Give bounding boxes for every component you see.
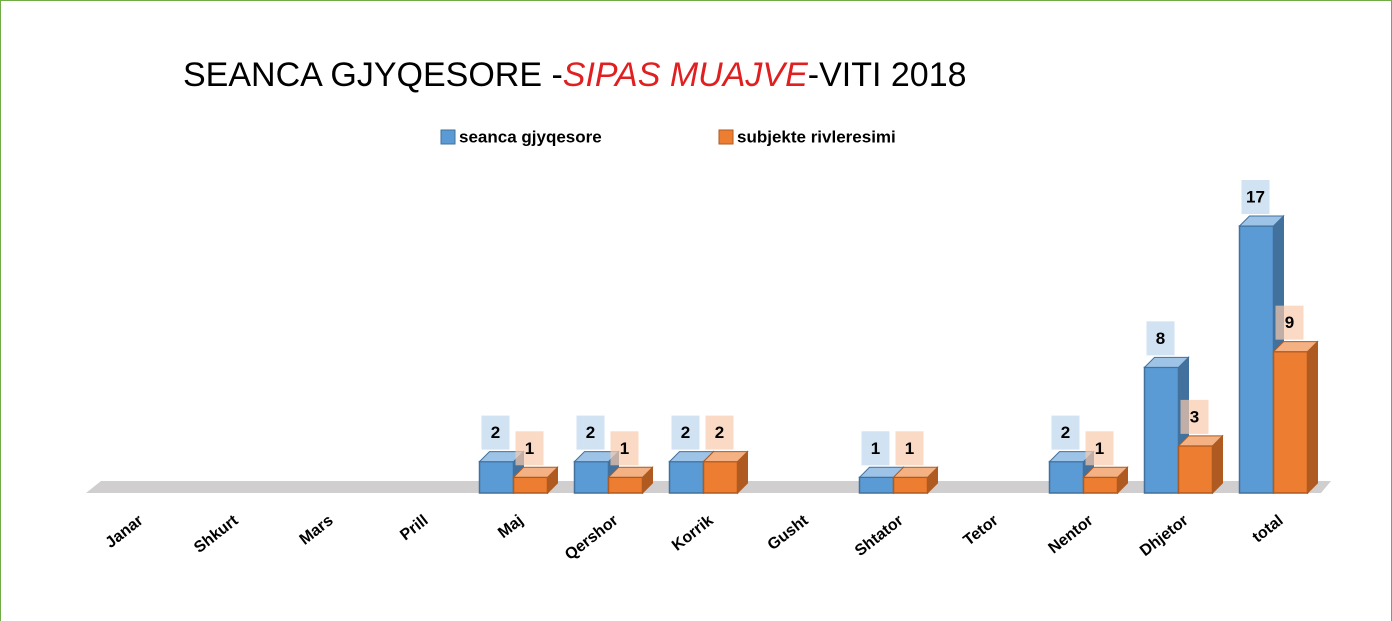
bar-top <box>1143 356 1190 368</box>
value-label: 1 <box>1095 439 1104 458</box>
value-label: 1 <box>525 439 534 458</box>
x-tick-label: total <box>1249 512 1286 546</box>
value-label-box <box>671 415 700 450</box>
value-label: 9 <box>1285 313 1294 332</box>
bar-front <box>1082 476 1119 494</box>
chart-title: SEANCA GJYQESORE -SIPAS MUAJVE-VITI 2018 <box>183 56 967 94</box>
value-label: 17 <box>1246 187 1265 206</box>
value-label-box <box>1180 399 1209 434</box>
value-label-box <box>861 431 890 466</box>
bar-top <box>512 466 559 478</box>
x-tick-label: Korrik <box>669 512 717 554</box>
bar-top <box>892 466 939 478</box>
value-label-box <box>1051 415 1080 450</box>
bar-front <box>1177 445 1214 494</box>
value-label-box <box>1241 180 1270 214</box>
x-tick-label: Janar <box>102 512 146 552</box>
value-label: 2 <box>681 423 690 442</box>
value-label-box <box>1085 431 1114 466</box>
x-tick-label: Dhjetor <box>1137 512 1192 560</box>
legend-label: seanca gjyqesore <box>459 127 602 146</box>
value-label: 3 <box>1190 407 1199 426</box>
value-label-box <box>705 415 734 450</box>
title-part: SIPAS MUAJVE <box>563 56 808 94</box>
bar-front <box>1048 460 1085 494</box>
bar-top <box>1272 341 1319 353</box>
value-label-box <box>481 415 510 450</box>
x-tick-label: Shtator <box>852 512 907 560</box>
bar-front <box>892 476 929 494</box>
value-label: 8 <box>1156 329 1165 348</box>
bar <box>512 466 559 495</box>
bar-front <box>607 476 644 494</box>
value-label-box <box>610 431 639 466</box>
legend-label: subjekte rivleresimi <box>737 127 896 146</box>
bar-front <box>1272 350 1309 494</box>
bar-front <box>573 460 610 494</box>
value-label-box <box>576 415 605 450</box>
x-tick-label: Mars <box>297 512 337 548</box>
value-label-box <box>1275 305 1304 340</box>
value-label: 2 <box>715 423 724 442</box>
bar-top <box>1177 435 1224 447</box>
value-label-box <box>515 431 544 466</box>
bar-top <box>607 466 654 478</box>
bar-front <box>858 476 895 494</box>
x-tick-label: Nentor <box>1045 512 1096 557</box>
bar <box>1272 340 1319 495</box>
x-tick-label: Prill <box>397 512 431 544</box>
value-label: 1 <box>905 439 914 458</box>
value-label: 2 <box>586 423 595 442</box>
bar-top <box>1238 215 1285 227</box>
bar-front <box>512 476 549 494</box>
bar-front <box>1238 225 1275 494</box>
value-label-box <box>895 431 924 466</box>
value-label: 2 <box>1061 423 1070 442</box>
value-label: 1 <box>871 439 880 458</box>
bar <box>702 450 749 495</box>
bar-front <box>702 460 739 494</box>
value-label-box <box>1146 321 1175 356</box>
bar <box>607 466 654 495</box>
legend-swatch <box>718 129 734 145</box>
bar-side <box>1307 340 1318 495</box>
bar-front <box>668 460 705 494</box>
x-tick-label: Shkurt <box>191 512 242 557</box>
bar-front <box>478 460 515 494</box>
x-tick-label: Maj <box>495 512 526 542</box>
x-tick-label: Qershor <box>562 512 622 564</box>
bar-front <box>1143 366 1180 494</box>
x-tick-label: Tetor <box>961 512 1002 549</box>
bar <box>1177 434 1224 495</box>
bar <box>892 466 939 495</box>
bar-top <box>1082 466 1129 478</box>
value-label: 2 <box>491 423 500 442</box>
legend-swatch <box>440 129 456 145</box>
bar-top <box>702 451 749 463</box>
value-label: 1 <box>620 439 629 458</box>
x-tick-label: Gusht <box>765 512 812 554</box>
title-part: -VITI 2018 <box>808 56 967 94</box>
title-part: SEANCA GJYQESORE - <box>183 56 563 94</box>
bar <box>1082 466 1129 495</box>
